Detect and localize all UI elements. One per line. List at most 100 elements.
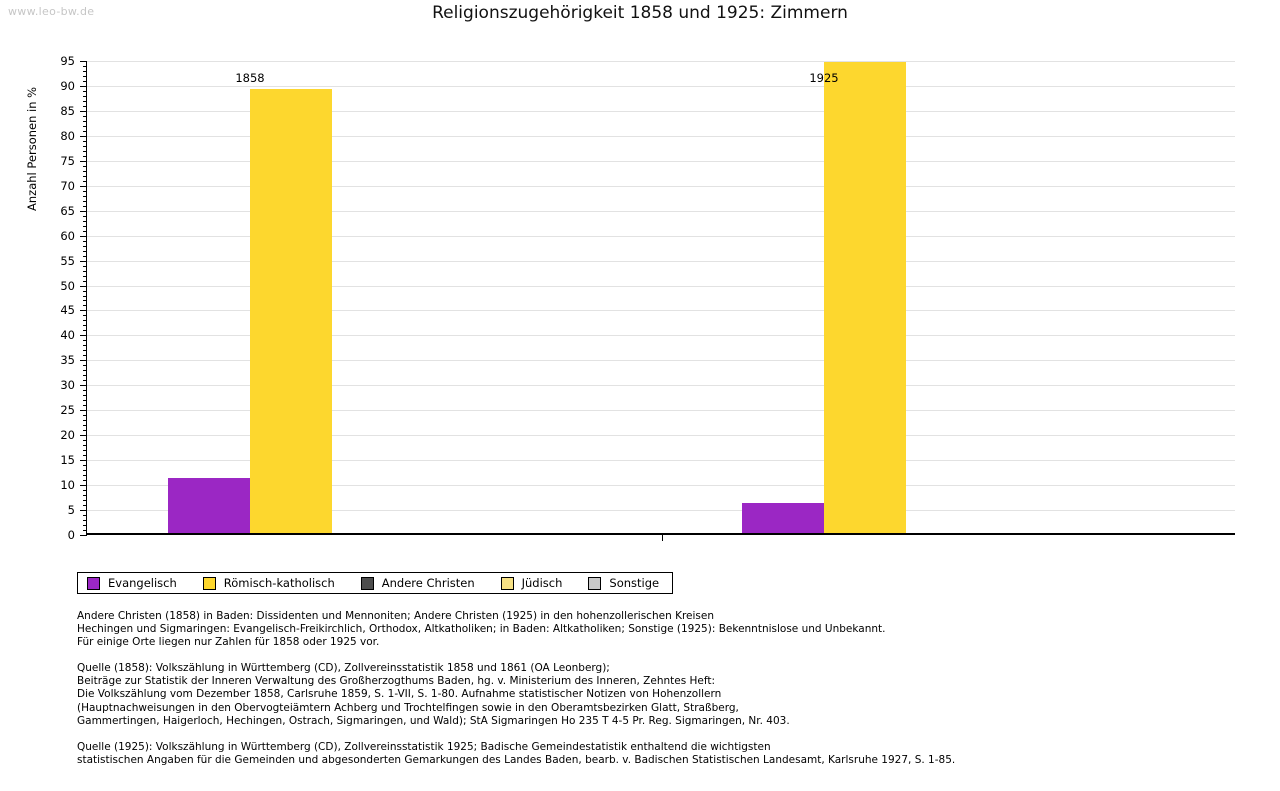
y-tick-label: 45 [60,303,75,318]
y-tick-minor [83,150,87,152]
y-tick-minor [83,300,87,302]
y-tick-minor [83,70,87,72]
y-tick-label: 90 [60,78,75,93]
y-tick-mark [80,85,87,87]
y-tick-label: 70 [60,178,75,193]
y-tick-minor [83,305,87,307]
gridline [87,485,1235,487]
y-tick-minor [83,505,87,507]
y-tick-minor [83,265,87,267]
y-tick-minor [83,270,87,272]
y-tick-mark [80,285,87,287]
y-tick-label: 50 [60,278,75,293]
footnote-line: statistischen Angaben für die Gemeinden … [77,753,956,766]
y-tick-label: 15 [60,453,75,468]
gridline [87,185,1235,187]
y-tick-label: 75 [60,153,75,168]
gridline [87,85,1235,87]
y-tick-mark [80,210,87,212]
y-tick-label: 40 [60,328,75,343]
y-tick-minor [83,495,87,497]
footnotes: Andere Christen (1858) in Baden: Disside… [77,610,1267,780]
legend-label: Jüdisch [521,576,563,590]
y-tick-minor [83,170,87,172]
gridline [87,285,1235,287]
y-tick-minor [83,230,87,232]
gridline [87,435,1235,437]
y-tick-minor [83,440,87,442]
y-tick-minor [83,120,87,122]
y-tick-mark [80,510,87,512]
y-tick-minor [83,130,87,132]
footnote-line: Quelle (1925): Volkszählung in Württembe… [77,740,771,753]
legend-item-1[interactable]: Evangelisch [87,576,177,590]
plot-area: Anzahl Personen in % 0 5 10 15 20 25 30 35 40 45 5… [25,55,1235,541]
y-tick-minor [83,425,87,427]
footnote-line: Beiträge zur Statistik der Inneren Verwa… [77,675,716,688]
y-tick-mark [80,460,87,462]
y-tick-minor [83,215,87,217]
y-tick-minor [83,415,87,417]
y-tick-minor [83,475,87,477]
y-tick-minor [83,175,87,177]
y-tick-minor [83,255,87,257]
y-tick-mark [80,110,87,112]
y-tick-minor [83,330,87,332]
gridline [87,160,1235,162]
y-tick-mark [80,260,87,262]
y-tick-minor [83,190,87,192]
y-tick-label: 85 [60,103,75,118]
gridline [87,61,1235,62]
y-tick-minor [83,140,87,142]
y-tick-mark [80,335,87,337]
y-tick-mark [80,135,87,137]
site-watermark: www.leo-bw.de [8,5,95,18]
legend-item-4[interactable]: Jüdisch [500,576,563,590]
y-tick-minor [83,465,87,467]
y-tick-minor [83,275,87,277]
y-tick-mark [80,410,87,412]
y-tick-minor [83,370,87,372]
legend-item-5[interactable]: Sonstige [588,576,659,590]
gridline [87,510,1235,512]
y-tick-label: 55 [60,253,75,268]
y-tick-minor [83,470,87,472]
y-tick-label: 35 [60,353,75,368]
y-tick-minor [83,520,87,522]
y-tick-minor [83,205,87,207]
y-tick-minor [83,65,87,67]
y-tick-mark [80,485,87,487]
y-tick-minor [83,155,87,157]
y-tick-minor [83,340,87,342]
y-tick-label: 60 [60,228,75,243]
y-tick-label: 10 [60,478,75,493]
y-tick-minor [83,115,87,117]
y-tick-minor [83,200,87,202]
y-tick-minor [83,80,87,82]
y-tick-mark [80,435,87,437]
y-tick-label: 80 [60,128,75,143]
y-tick-minor [83,280,87,282]
y-tick-mark [80,535,87,536]
chart-canvas: Anzahl Personen in % 0 5 10 15 20 25 30 35 40 45 5… [25,55,1235,541]
y-tick-minor [83,380,87,382]
legend-label: Sonstige [609,576,660,590]
y-tick-mark [80,235,87,237]
y-tick-minor [83,420,87,422]
legend-label: Evangelisch [108,576,177,590]
legend-item-2[interactable]: Römisch-katholisch [202,576,335,590]
y-tick-mark [80,310,87,312]
gridline [87,410,1235,412]
y-tick-minor [83,455,87,457]
legend-item-3[interactable]: Andere Christen [360,576,475,590]
x-axis-separator-tick [661,533,663,541]
footnote-block-2: Quelle (1858): Volkszählung in Württembe… [77,662,1267,727]
y-tick-minor [83,525,87,527]
footnote-line: Hechingen und Sigmaringen: Evangelisch-F… [77,623,886,636]
gridline [87,110,1235,112]
y-tick-minor [83,400,87,402]
y-tick-mark [80,61,87,62]
y-tick-label: 95 [60,54,75,68]
gridline [87,460,1235,462]
legend-swatch-icon [202,576,216,590]
